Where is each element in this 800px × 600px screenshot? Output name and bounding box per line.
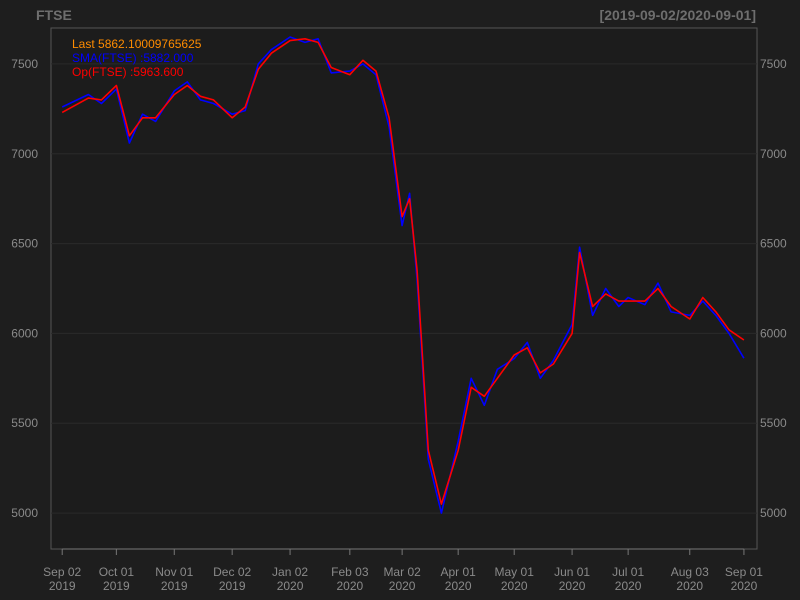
x-tick-year: 2019 — [49, 579, 76, 593]
x-tick-label: Sep 01 — [725, 565, 763, 579]
y-tick-label: 5500 — [760, 416, 787, 430]
x-tick-year: 2020 — [676, 579, 703, 593]
x-tick-label: Nov 01 — [155, 565, 193, 579]
y-tick-label: 7000 — [760, 147, 787, 161]
x-tick-label: Apr 01 — [440, 565, 476, 579]
x-tick-label: Oct 01 — [99, 565, 135, 579]
x-tick-label: Jun 01 — [554, 565, 590, 579]
y-tick-label: 6000 — [760, 326, 787, 340]
y-tick-label: 7500 — [11, 57, 38, 71]
x-tick-year: 2020 — [277, 579, 304, 593]
y-tick-label: 6000 — [11, 326, 38, 340]
x-tick-year: 2020 — [389, 579, 416, 593]
legend: Last 5862.10009765625 SMA(FTSE) :5882.00… — [72, 37, 202, 79]
legend-open: Op(FTSE) :5963.600 — [72, 65, 184, 79]
x-tick-label: Jan 02 — [272, 565, 308, 579]
x-tick-year: 2019 — [103, 579, 130, 593]
x-tick-label: Aug 03 — [671, 565, 709, 579]
gridlines — [51, 63, 757, 514]
legend-last: Last 5862.10009765625 — [72, 37, 202, 51]
y-tick-label: 6500 — [11, 237, 38, 251]
x-tick-label: Jul 01 — [612, 565, 644, 579]
legend-sma: SMA(FTSE) :5882.000 — [72, 51, 194, 65]
series-line-op — [61, 37, 745, 505]
chart-title: FTSE — [36, 7, 72, 23]
chart-frame — [50, 27, 758, 550]
x-tick-year: 2020 — [445, 579, 472, 593]
y-tick-label: 5000 — [11, 506, 38, 520]
x-tick-year: 2020 — [336, 579, 363, 593]
y-tick-label: 5000 — [760, 506, 787, 520]
x-tick-label: Sep 02 — [43, 565, 81, 579]
x-tick-year: 2020 — [559, 579, 586, 593]
x-tick-label: Mar 02 — [383, 565, 421, 579]
y-axis-right: 5000 5500 6000 6500 7000 7500 — [760, 57, 787, 520]
x-tick-label: Feb 03 — [331, 565, 369, 579]
x-tick-year: 2019 — [161, 579, 188, 593]
x-tick-year: 2019 — [219, 579, 246, 593]
y-tick-label: 7000 — [11, 147, 38, 161]
x-tick-year: 2020 — [731, 579, 758, 593]
y-tick-label: 6500 — [760, 237, 787, 251]
date-range: [2019-09-02/2020-09-01] — [600, 7, 756, 23]
plot-area — [50, 27, 758, 550]
x-tick-year: 2020 — [615, 579, 642, 593]
x-tick-label: May 01 — [495, 565, 535, 579]
series-layer — [61, 36, 745, 514]
x-tick-label: Dec 02 — [213, 565, 251, 579]
y-axis-left: 5000 5500 6000 6500 7000 7500 — [11, 57, 38, 520]
y-tick-label: 7500 — [760, 57, 787, 71]
y-tick-label: 5500 — [11, 416, 38, 430]
x-tick-year: 2020 — [501, 579, 528, 593]
